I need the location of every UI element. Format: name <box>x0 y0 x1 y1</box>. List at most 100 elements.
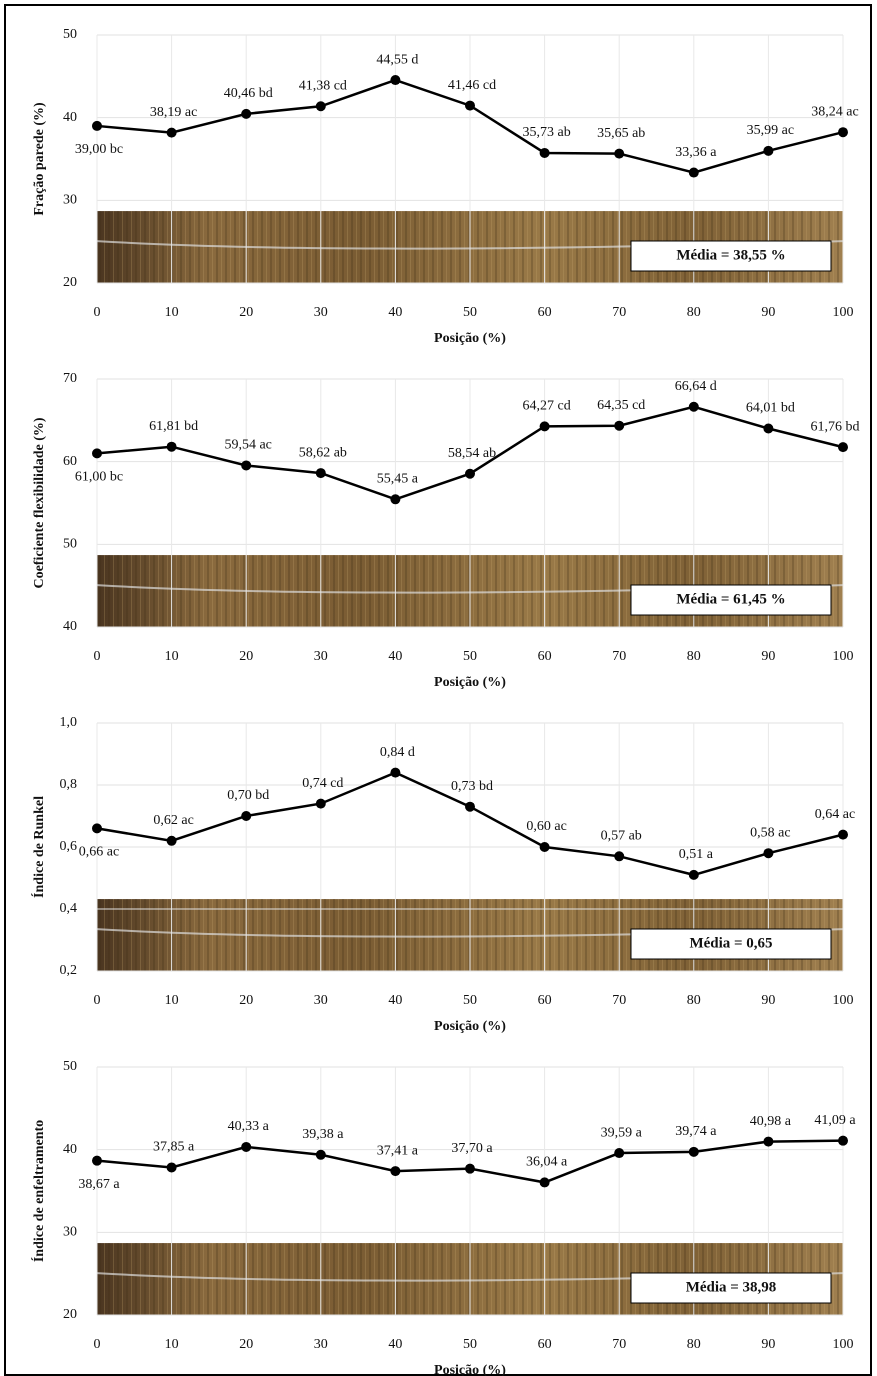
data-point <box>763 145 774 156</box>
data-point <box>465 468 475 479</box>
data-label: 39,59 a <box>601 1125 643 1140</box>
data-point <box>614 420 625 431</box>
data-label: 38,19 ac <box>150 105 197 120</box>
data-label: 64,27 cd <box>522 399 570 414</box>
data-label: 0,73 bd <box>451 779 493 794</box>
x-tick-label: 0 <box>94 1337 101 1352</box>
annotation-box <box>630 240 832 272</box>
y-tick-label: 60 <box>63 454 77 469</box>
data-label: 41,46 cd <box>448 78 496 93</box>
annotation-box <box>630 928 832 960</box>
data-label: 33,36 a <box>675 145 717 160</box>
chart: 20 30 40 50 0 10 20 30 40 50 60 70 80 90 100 Posição (%… <box>32 27 859 346</box>
data-label: 61,81 bd <box>149 419 198 434</box>
y-tick-label: 0,4 <box>60 901 78 916</box>
data-label: 37,70 a <box>451 1141 493 1156</box>
annotation: Média = 38,98 <box>686 1279 777 1295</box>
data-label: 66,64 d <box>675 379 717 394</box>
x-tick-label: 100 <box>833 649 854 664</box>
chart: 40 50 60 70 0 10 20 30 40 50 60 70 80 90 100 Posição (%… <box>32 371 859 690</box>
y-tick-label: 70 <box>63 371 77 386</box>
data-label: 0,70 bd <box>227 788 269 803</box>
data-point <box>315 1149 326 1160</box>
y-tick-label: 50 <box>63 27 77 42</box>
x-tick-label: 90 <box>761 305 775 320</box>
data-label: 37,85 a <box>153 1140 195 1155</box>
x-tick-label: 70 <box>612 993 626 1008</box>
y-axis-label: Coeficiente flexibilidade (%) <box>32 417 47 588</box>
annotation: Média = 0,65 <box>689 935 772 951</box>
x-tick-label: 50 <box>463 649 477 664</box>
data-label: 36,04 a <box>526 1155 568 1170</box>
data-point <box>688 401 699 412</box>
data-point <box>539 842 550 852</box>
data-point <box>838 127 848 138</box>
x-tick-label: 90 <box>761 649 775 664</box>
data-label: 64,01 bd <box>746 401 795 416</box>
x-tick-label: 80 <box>687 649 701 664</box>
data-point <box>241 460 252 471</box>
x-tick-label: 70 <box>612 305 626 320</box>
data-point <box>614 1148 625 1159</box>
x-axis-label: Posição (%) <box>434 331 506 346</box>
x-tick-label: 30 <box>314 305 328 320</box>
data-label: 41,38 cd <box>299 78 347 93</box>
x-tick-label: 60 <box>538 305 552 320</box>
data-point <box>166 127 177 138</box>
data-point <box>241 1141 252 1152</box>
data-point <box>838 442 848 453</box>
data-label: 40,46 bd <box>224 86 273 101</box>
x-tick-label: 90 <box>761 1337 775 1352</box>
x-tick-label: 20 <box>239 649 253 664</box>
data-label: 35,73 ab <box>522 125 570 140</box>
data-label: 0,62 ac <box>153 813 193 828</box>
x-tick-label: 40 <box>388 649 402 664</box>
x-tick-label: 50 <box>463 305 477 320</box>
data-label: 61,76 bd <box>811 419 860 434</box>
chart: 20 30 40 50 0 10 20 30 40 50 60 70 80 90 100 Posição (%… <box>30 1059 856 1376</box>
x-tick-label: 40 <box>388 305 402 320</box>
data-label: 41,09 a <box>814 1113 856 1128</box>
data-label: 64,35 cd <box>597 398 645 413</box>
data-point <box>465 1163 475 1174</box>
y-axis-label: Fração parede (%) <box>32 102 47 216</box>
data-label: 0,57 ab <box>601 829 642 844</box>
data-label: 59,54 ac <box>224 438 271 453</box>
data-point <box>92 448 102 459</box>
data-label: 0,84 d <box>380 745 415 760</box>
x-tick-label: 40 <box>388 993 402 1008</box>
data-point <box>390 494 401 505</box>
x-tick-label: 80 <box>687 993 701 1008</box>
data-point <box>92 120 102 131</box>
data-point <box>838 1135 848 1146</box>
y-tick-label: 40 <box>63 619 77 634</box>
x-tick-label: 100 <box>833 993 854 1008</box>
x-tick-label: 10 <box>165 1337 179 1352</box>
x-tick-label: 20 <box>239 1337 253 1352</box>
x-tick-label: 80 <box>687 305 701 320</box>
annotation-box <box>630 1272 832 1304</box>
data-point <box>688 167 699 178</box>
data-label: 35,65 ab <box>597 126 645 141</box>
data-point <box>614 148 625 159</box>
x-tick-label: 30 <box>314 1337 328 1352</box>
y-tick-label: 40 <box>63 110 77 125</box>
annotation-box <box>630 584 832 616</box>
data-point <box>539 147 550 158</box>
data-label: 61,00 bc <box>75 470 123 485</box>
x-tick-label: 90 <box>761 993 775 1008</box>
data-label: 35,99 ac <box>747 123 794 138</box>
data-point <box>688 869 699 880</box>
x-tick-label: 50 <box>463 993 477 1008</box>
data-label: 0,74 cd <box>302 776 343 791</box>
data-point <box>166 1162 177 1173</box>
y-tick-label: 20 <box>63 275 77 290</box>
data-point <box>241 811 252 821</box>
data-label: 0,58 ac <box>750 825 790 840</box>
data-point <box>315 798 326 809</box>
data-label: 39,00 bc <box>75 142 123 157</box>
x-tick-label: 70 <box>612 649 626 664</box>
chart: 0,2 0,4 0,6 0,8 1,0 0 10 20 30 40 50 60 70 80 90 100 Pos… <box>30 715 855 1034</box>
data-point <box>763 848 774 859</box>
